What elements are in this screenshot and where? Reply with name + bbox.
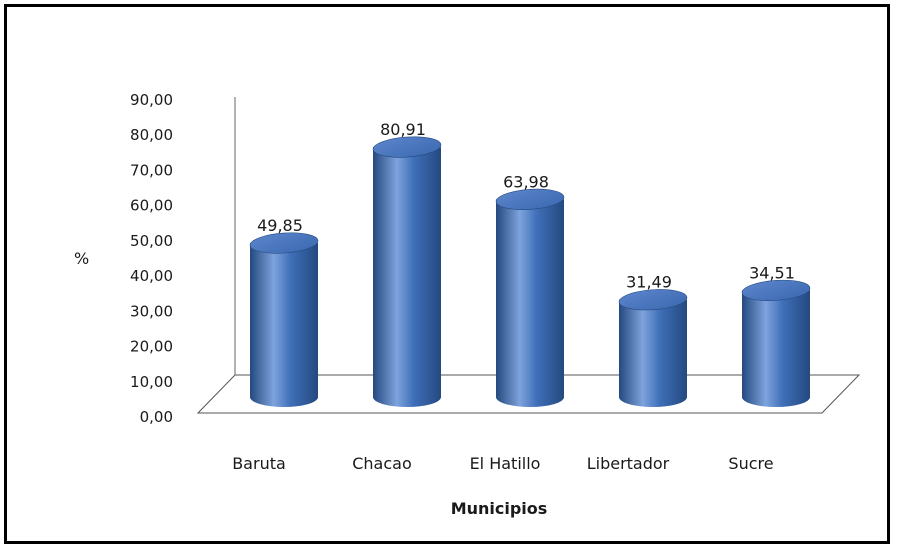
category-label: El Hatillo xyxy=(470,454,541,473)
y-tick-label: 80,00 xyxy=(130,126,173,144)
bar-body xyxy=(619,299,687,407)
bar-top xyxy=(741,279,811,301)
bar-body xyxy=(496,199,564,407)
data-label: 63,98 xyxy=(503,172,549,191)
data-label: 49,85 xyxy=(257,216,303,235)
y-tick-label: 70,00 xyxy=(130,161,173,179)
chart-frame: 0,00 10,00 20,00 30,00 40,00 50,00 60,00 70,00 8… xyxy=(4,4,890,544)
category-labels: Baruta Chacao El Hatillo Libertador Sucre xyxy=(232,454,773,473)
bar-sucre xyxy=(741,279,811,407)
bars xyxy=(249,136,811,407)
data-labels: 49,85 80,91 63,98 31,49 34,51 xyxy=(257,120,795,292)
y-tick-label: 0,00 xyxy=(140,408,173,426)
bar-top xyxy=(249,232,319,254)
chart-plot: 0,00 10,00 20,00 30,00 40,00 50,00 60,00 70,00 8… xyxy=(74,91,861,518)
bar-body xyxy=(742,290,810,407)
y-tick-label: 40,00 xyxy=(130,267,173,285)
y-axis-title: % xyxy=(74,249,89,268)
bar-body xyxy=(373,147,441,407)
y-tick-label: 10,00 xyxy=(130,373,173,391)
bar-chacao xyxy=(372,136,442,407)
data-label: 80,91 xyxy=(380,120,426,139)
category-label: Libertador xyxy=(587,454,670,473)
bar-el-hatillo xyxy=(495,188,565,407)
data-label: 31,49 xyxy=(626,273,672,292)
bar-libertador xyxy=(618,289,688,407)
y-tick-label: 50,00 xyxy=(130,232,173,250)
y-tick-label: 90,00 xyxy=(130,91,173,109)
data-label: 34,51 xyxy=(749,263,795,282)
category-label: Baruta xyxy=(232,454,286,473)
x-axis-title: Municipios xyxy=(451,499,548,518)
y-tick-label: 60,00 xyxy=(130,197,173,215)
bar-body xyxy=(250,243,318,407)
bar-baruta xyxy=(249,232,319,407)
category-label: Sucre xyxy=(728,454,773,473)
y-tick-labels: 0,00 10,00 20,00 30,00 40,00 50,00 60,00 70,00 8… xyxy=(130,91,173,426)
bar-top xyxy=(618,289,688,311)
y-tick-label: 30,00 xyxy=(130,302,173,320)
y-tick-label: 20,00 xyxy=(130,338,173,356)
category-label: Chacao xyxy=(352,454,412,473)
bar-top xyxy=(495,188,565,210)
bar-top xyxy=(372,136,442,158)
